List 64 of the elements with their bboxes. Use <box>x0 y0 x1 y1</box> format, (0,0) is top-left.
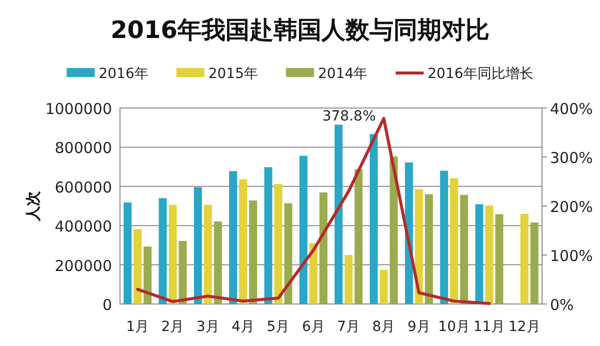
legend-label: 2014年 <box>318 66 368 82</box>
x-tick-label: 6月 <box>302 319 325 335</box>
chart-title: 2016年我国赴韩国人数与同期对比 <box>110 16 490 44</box>
x-tick-label: 8月 <box>372 319 396 335</box>
bar <box>319 192 328 304</box>
bar <box>274 184 282 304</box>
bar <box>495 214 504 304</box>
bar <box>354 169 363 304</box>
bar <box>475 204 484 304</box>
data-label: 378.8% <box>322 108 376 124</box>
y2-tick-label: 400% <box>550 100 593 118</box>
y-tick-label: 400000 <box>54 218 112 236</box>
bar <box>530 222 538 304</box>
legend-label: 2016年 <box>98 66 148 82</box>
bar <box>309 243 318 304</box>
bar <box>194 187 202 304</box>
bar <box>229 171 238 304</box>
x-tick-label: 11月 <box>473 319 506 335</box>
bar <box>284 203 292 304</box>
bar <box>264 167 272 304</box>
x-tick-label: 10月 <box>438 319 470 335</box>
bar <box>124 202 132 304</box>
bar <box>460 194 468 304</box>
bar <box>520 214 528 304</box>
y2-tick-label: 0% <box>550 296 574 314</box>
bar <box>144 246 152 304</box>
bar <box>390 156 398 304</box>
bar <box>380 270 388 304</box>
x-tick-label: 3月 <box>196 319 220 335</box>
legend-label: 2015年 <box>208 66 258 82</box>
bar <box>414 189 423 304</box>
x-tick-label: 5月 <box>266 319 290 335</box>
bar <box>204 204 212 304</box>
bar <box>134 229 142 304</box>
x-tick-label: 12月 <box>508 319 540 335</box>
bar <box>370 134 378 304</box>
x-tick-label: 2月 <box>161 319 184 335</box>
bar <box>450 178 458 304</box>
y2-tick-label: 200% <box>550 198 593 216</box>
bar <box>334 124 343 304</box>
y-tick-label: 200000 <box>54 256 112 275</box>
y-tick-label: 800000 <box>54 139 112 158</box>
bar <box>239 179 248 304</box>
bar <box>214 221 222 304</box>
legend-label: 2016年同比增长 <box>428 66 534 82</box>
x-tick-label: 4月 <box>232 319 255 335</box>
bar <box>249 200 258 304</box>
bar <box>168 204 177 304</box>
y-tick-label: 1000000 <box>45 100 112 118</box>
bar <box>424 194 433 304</box>
bar <box>178 240 187 304</box>
x-tick-label: 7月 <box>337 319 360 335</box>
bar <box>344 255 353 304</box>
y2-tick-label: 100% <box>550 247 593 265</box>
x-tick-label: 1月 <box>126 319 150 335</box>
y-tick-label: 0 <box>102 296 112 314</box>
bar <box>158 198 167 304</box>
y-tick-label: 600000 <box>54 178 112 196</box>
x-tick-label: 9月 <box>407 319 430 335</box>
bar <box>440 170 448 304</box>
bar <box>485 205 494 304</box>
y2-tick-label: 300% <box>550 149 593 167</box>
bar <box>299 156 308 304</box>
y-axis-title: 人次 <box>24 190 42 222</box>
